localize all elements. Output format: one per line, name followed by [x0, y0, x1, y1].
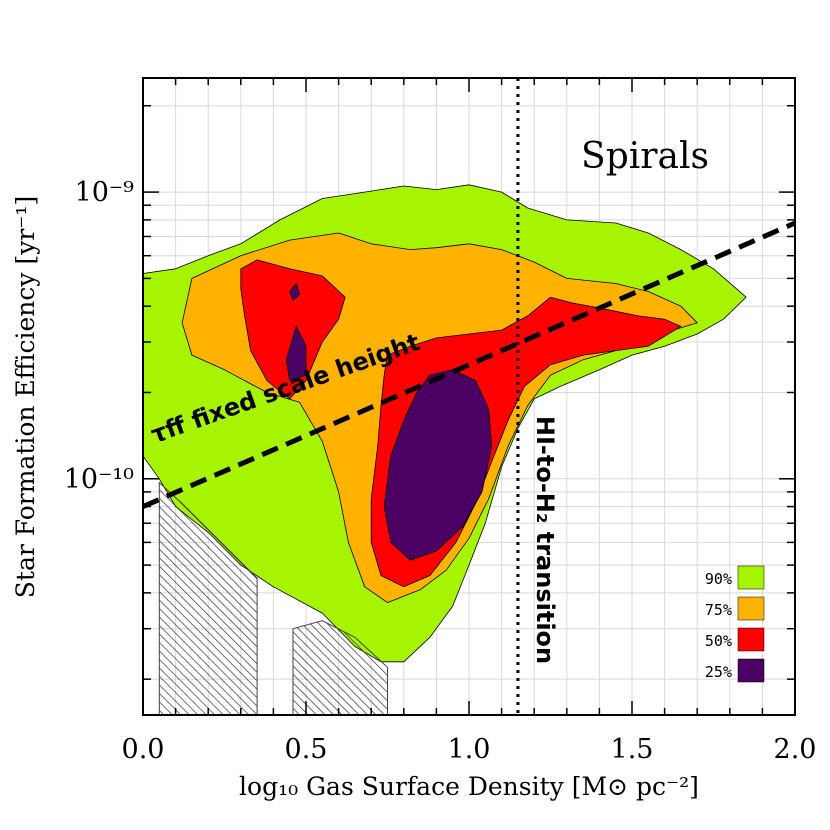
reference-lines — [143, 78, 795, 715]
legend-swatch-25pct — [737, 658, 765, 683]
legend-swatch-90pct — [737, 565, 765, 590]
y-tick-label: 10⁻⁹ — [75, 177, 135, 208]
legend-label-90pct: 90% — [705, 570, 732, 588]
tff-scale-height-line — [143, 220, 795, 509]
y-axis-title: Star Formation Efficiency [yr⁻¹] — [11, 196, 40, 598]
legend-label-50pct: 50% — [705, 632, 732, 650]
legend-label-75pct: 75% — [705, 601, 732, 619]
legend-swatch-50pct — [737, 627, 765, 652]
x-tick-label: 1.5 — [611, 734, 654, 765]
x-tick-label: 1.0 — [448, 734, 491, 765]
contour-region-25pct — [289, 283, 300, 301]
x-tick-label: 0.0 — [122, 734, 165, 765]
legend-label-25pct: 25% — [705, 663, 732, 681]
contour-region-25pct — [285, 325, 307, 382]
x-axis-title: log₁₀ Gas Surface Density [M⊙ pc⁻²] — [239, 772, 699, 801]
hatched-regions — [158, 481, 388, 715]
contour-regions — [143, 184, 747, 663]
hatched-excluded-region — [292, 620, 388, 715]
legend: 90% 75% 50% 25% — [705, 565, 765, 683]
x-tick-label: 0.5 — [285, 734, 328, 765]
axis-ticks: 0.0 0.5 1.0 1.5 2.0 10⁻¹⁰ 10⁻⁹ — [64, 78, 817, 765]
legend-swatch-75pct — [737, 596, 765, 621]
contour-region-50pct — [240, 259, 346, 400]
x-tick-label: 2.0 — [774, 734, 817, 765]
annotation-hi-h2-transition: HI-to-H₂ transition — [531, 416, 559, 664]
chart-title: Spirals — [581, 136, 709, 177]
hatched-excluded-region — [158, 481, 258, 715]
contour-region-25pct — [383, 369, 493, 561]
y-tick-label: 10⁻¹⁰ — [64, 464, 134, 495]
